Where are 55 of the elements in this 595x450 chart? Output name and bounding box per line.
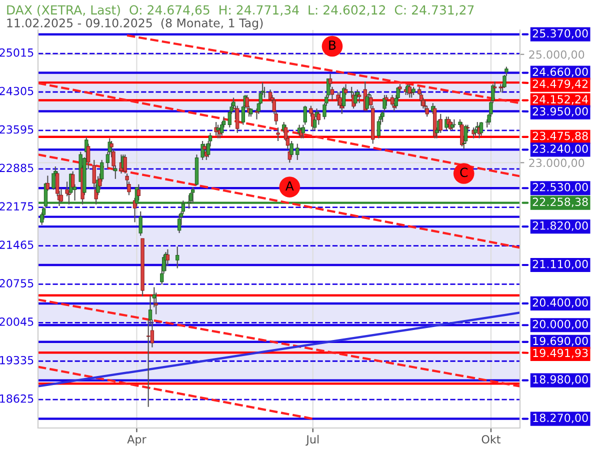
ref-line-label: 19335	[0, 356, 34, 364]
ref-line-label: 23595	[0, 125, 34, 134]
ref-line-label: 23.475,88	[532, 132, 588, 142]
candlestick	[460, 122, 464, 147]
ref-line-label: 20.400,00	[532, 298, 588, 308]
ref-line-label: 18.980,00	[533, 375, 588, 385]
candlestick	[216, 124, 220, 139]
y-tick-label: 23.000,00	[529, 158, 584, 168]
ref-line-label: 22.258,38	[532, 198, 588, 208]
candlestick	[354, 92, 358, 106]
candlestick	[177, 214, 182, 234]
candlestick	[479, 122, 484, 136]
ref-line-label: 24.479,42	[532, 80, 588, 90]
ref-line-label: 18.270,00	[533, 414, 588, 424]
annotation: C	[460, 168, 468, 178]
ref-line-label: 20045	[0, 318, 34, 326]
candlestick	[438, 113, 442, 134]
x-tick-label: Jul	[306, 434, 319, 446]
ref-line-label: 19.491,93	[533, 348, 588, 358]
ref-line-label: 24.660,00	[532, 68, 588, 78]
annotation: A	[285, 181, 294, 190]
ref-line-label: 18625	[0, 394, 34, 403]
ref-line-label: 20755	[0, 279, 34, 288]
ref-line-label: 25015	[0, 48, 34, 57]
ref-line-label: 21465	[0, 240, 34, 250]
candlestick	[52, 172, 56, 190]
candlestick	[176, 246, 180, 269]
x-tick-label: Apr	[127, 435, 146, 446]
annotation: B	[329, 40, 336, 50]
ref-line-label: 24.152,24	[532, 95, 588, 105]
ref-line-label: 22175	[0, 202, 34, 211]
candlestick	[276, 126, 280, 142]
candlestick	[296, 143, 300, 161]
candlestick	[338, 92, 342, 110]
chart-title: DAX (XETRA, Last) O: 24.674,65 H: 24.771,34 L: 24.602,12 C: 24.731,27	[7, 4, 474, 16]
ref-line-label: 20.000,00	[532, 320, 588, 330]
ref-line-label: 21.110,00	[532, 260, 588, 270]
ref-line-label: 24305	[0, 86, 34, 96]
chart-subtitle: 11.02.2025 - 09.10.2025 (8 Monate, 1 Tag)	[7, 18, 263, 30]
candlestick	[358, 92, 362, 104]
candlestick	[328, 73, 332, 88]
ref-line-label: 25.370,00	[532, 29, 588, 39]
candlestick	[303, 105, 307, 126]
ref-line-label: 23.240,00	[532, 144, 588, 154]
candlestick	[123, 154, 127, 174]
ref-line-label: 23.950,00	[532, 107, 588, 117]
ref-line-label: 21.820,00	[532, 221, 588, 231]
y-tick-label: 25.000,00	[529, 50, 584, 60]
candlestick	[138, 210, 142, 236]
x-tick-label: Okt	[482, 434, 500, 444]
candlestick	[301, 124, 306, 139]
ref-line-label: 19.690,00	[533, 336, 588, 346]
ref-line-label: 22885	[0, 164, 34, 172]
ref-line-label: 22.530,00	[532, 182, 588, 192]
candlestick	[330, 86, 334, 101]
